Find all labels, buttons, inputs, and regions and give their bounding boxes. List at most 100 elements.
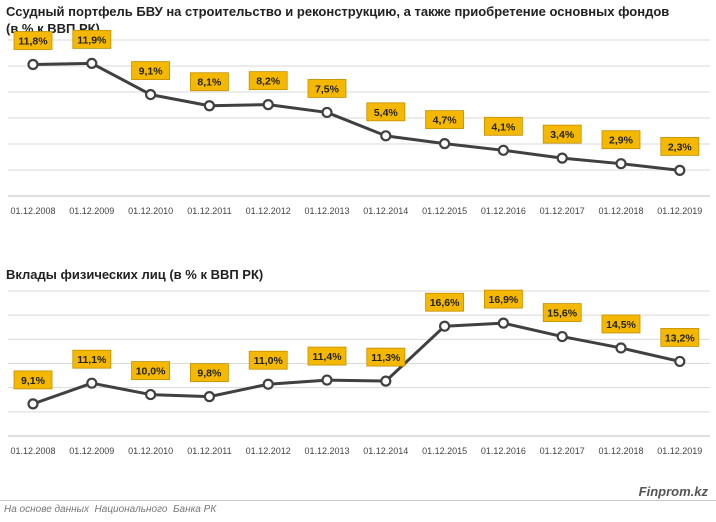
source-note: На основе данных Национального Банка РК (4, 504, 217, 515)
data-point (27, 58, 39, 71)
data-label-box (307, 79, 347, 98)
data-label-text: 5,4% (374, 107, 399, 119)
x-tick-label: 01.12.2009 (69, 206, 114, 216)
data-point (615, 342, 627, 354)
data-label-box (660, 136, 700, 156)
data-point (439, 138, 451, 150)
chart1-gridlines (8, 39, 710, 197)
data-label-box (307, 346, 347, 366)
x-tick-label: 01.12.2017 (540, 206, 585, 216)
x-tick-label: 01.12.2015 (422, 206, 467, 216)
data-label: 11,3% (366, 347, 406, 367)
data-label-text: 10,0% (136, 366, 166, 378)
chart1-title-line1: Ссудный портфель БВУ на строительство и … (6, 4, 670, 19)
data-label: 11,1% (72, 349, 112, 369)
data-label-box (425, 110, 465, 130)
data-label-text: 9,1% (139, 66, 164, 78)
data-label: 11,8% (13, 31, 53, 50)
x-tick-label: 01.12.2010 (128, 206, 173, 216)
data-label-text: 4,1% (491, 121, 516, 133)
data-label: 10,0% (131, 361, 171, 380)
data-label: 8,2% (248, 71, 288, 91)
data-point (27, 398, 39, 410)
data-label-box (189, 363, 229, 383)
data-label: 4,7% (425, 110, 465, 130)
x-tick-label: 01.12.2014 (363, 206, 408, 216)
x-tick-label: 01.12.2009 (69, 446, 114, 456)
data-point (439, 320, 451, 332)
data-label: 9,1% (13, 370, 53, 390)
data-label: 16,6% (425, 292, 465, 312)
data-point (380, 375, 392, 387)
data-label-box (660, 328, 700, 347)
data-point (674, 355, 686, 368)
data-label: 9,1% (131, 61, 171, 80)
x-tick-label: 01.12.2015 (422, 446, 467, 456)
data-point (86, 377, 98, 389)
data-label-text: 11,8% (18, 36, 48, 48)
chart2-title: Вклады физических лиц (в % к ВВП РК) (6, 266, 263, 283)
x-tick-label: 01.12.2013 (304, 206, 349, 216)
data-label: 2,3% (660, 136, 700, 156)
x-tick-label: 01.12.2013 (304, 446, 349, 456)
data-label-text: 11,9% (77, 34, 107, 46)
data-label-box (601, 130, 641, 150)
data-point (674, 164, 686, 176)
data-label: 13,2% (660, 328, 700, 347)
data-label-box (601, 314, 641, 334)
data-label-box (72, 29, 112, 49)
data-point (145, 88, 157, 101)
data-label-box (425, 292, 465, 312)
data-label: 16,9% (483, 289, 523, 309)
data-label: 7,5% (307, 79, 347, 98)
data-label: 11,9% (72, 29, 112, 49)
data-label-box (13, 370, 53, 390)
x-tick-label: 01.12.2016 (481, 206, 526, 216)
data-label-box (72, 349, 112, 369)
x-tick-label: 01.12.2019 (657, 206, 702, 216)
data-label: 15,6% (542, 303, 582, 322)
data-label-text: 16,6% (430, 297, 460, 309)
data-point (321, 106, 333, 119)
data-label-text: 11,1% (77, 354, 107, 366)
data-point (380, 130, 392, 142)
data-point (203, 100, 215, 112)
data-label-box (248, 71, 288, 91)
data-label-text: 11,3% (371, 352, 401, 364)
data-label: 11,0% (248, 350, 288, 370)
data-label-box (131, 361, 171, 380)
chart1-plot: 11,8% 11,9% 9,1% 8,1% 8,2% 7,5% 5,4% 4,7% 4,1% 3,… (8, 29, 710, 216)
x-tick-label: 01.12.2012 (246, 206, 291, 216)
data-label-text: 16,9% (489, 294, 519, 306)
data-label-box (248, 350, 288, 370)
data-label: 14,5% (601, 314, 641, 334)
data-point (497, 317, 509, 329)
data-label: 8,1% (189, 72, 229, 92)
data-label-text: 8,2% (256, 76, 281, 88)
x-tick-label: 01.12.2016 (481, 446, 526, 456)
chart1-series-line (32, 61, 680, 172)
data-point (86, 57, 98, 70)
x-tick-label: 01.12.2011 (187, 206, 231, 216)
data-label: 2,9% (601, 130, 641, 150)
data-label-box (189, 72, 229, 92)
data-label: 9,8% (189, 363, 229, 383)
data-label-text: 7,5% (315, 83, 340, 95)
data-label: 11,4% (307, 346, 347, 366)
x-tick-label: 01.12.2019 (657, 446, 702, 456)
x-tick-label: 01.12.2014 (363, 446, 408, 456)
data-label-box (542, 124, 582, 144)
x-tick-label: 01.12.2017 (540, 446, 585, 456)
data-point (321, 374, 333, 386)
data-label-box (131, 61, 171, 80)
x-tick-label: 01.12.2018 (598, 206, 643, 216)
chart2-series-line (32, 321, 681, 406)
data-point (262, 99, 274, 111)
data-label-box (366, 347, 406, 367)
chart2-plot: 9,1% 11,1% 10,0% 9,8% 11,0% 11,4% 11,3% 16,6% 16… (8, 289, 710, 456)
data-label-box (366, 102, 406, 122)
data-label-text: 15,6% (547, 308, 577, 320)
x-tick-label: 01.12.2012 (246, 446, 291, 456)
data-label-box (13, 31, 53, 50)
data-label-text: 14,5% (606, 319, 636, 331)
